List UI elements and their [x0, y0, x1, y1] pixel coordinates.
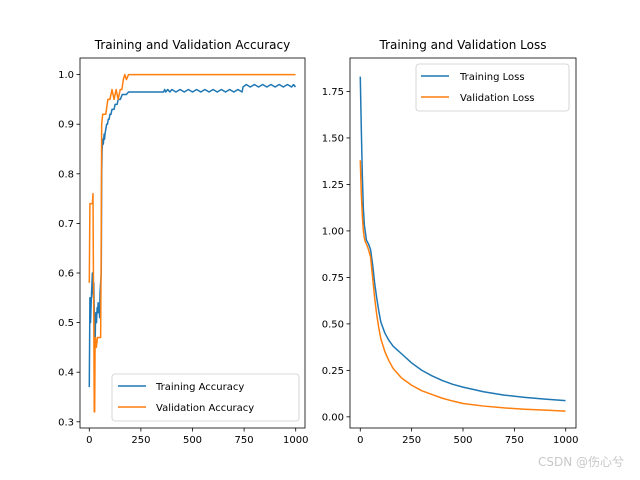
loss-x-tick-label: 500: [453, 435, 472, 446]
watermark-text: CSDN @伤心兮: [537, 455, 624, 469]
loss-legend: Training Loss Validation Loss: [415, 63, 570, 112]
loss-y-ticks: 0.00 0.25 0.50 0.75 1.00 1.25 1.50 1.75: [322, 87, 350, 423]
accuracy-legend: Training Accuracy Validation Accuracy: [111, 373, 300, 422]
accuracy-y-tick-label: 0.9: [58, 120, 74, 131]
accuracy-x-tick-label: 500: [183, 435, 202, 446]
loss-y-tick-label: 0.50: [322, 319, 344, 330]
loss-x-tick-label: 0: [357, 435, 363, 446]
accuracy-y-ticks: 0.3 0.4 0.5 0.6 0.7 0.8 0.9 1.0: [58, 70, 80, 428]
accuracy-y-tick-label: 0.7: [58, 219, 74, 230]
legend-label-training-loss: Training Loss: [459, 72, 525, 83]
loss-y-tick-label: 0.00: [322, 412, 344, 423]
loss-y-tick-label: 1.50: [322, 133, 344, 144]
series-line-validation-accuracy: [88, 73, 296, 413]
loss-panel: 0 250 500 750 1000 0.00 0.25 0.50 0.75 1.00 1.25 1…: [322, 38, 579, 446]
legend-label-validation-loss: Validation Loss: [460, 93, 535, 104]
loss-y-tick-label: 1.75: [322, 87, 344, 98]
accuracy-x-tick-label: 0: [86, 435, 92, 446]
loss-x-tick-label: 1000: [553, 435, 578, 446]
series-line-training-accuracy: [88, 83, 297, 388]
loss-legend-box: [415, 63, 570, 112]
loss-series-group: [359, 76, 566, 412]
loss-y-tick-label: 1.25: [322, 180, 344, 191]
loss-y-tick-label: 1.00: [322, 226, 344, 237]
accuracy-y-tick-label: 0.6: [58, 269, 74, 280]
accuracy-y-tick-label: 0.5: [58, 318, 74, 329]
series-line-validation-loss: [359, 160, 566, 412]
accuracy-x-ticks: 0 250 500 750 1000: [86, 428, 308, 446]
accuracy-x-tick-label: 250: [131, 435, 150, 446]
accuracy-y-tick-label: 1.0: [58, 70, 74, 81]
series-line-training-loss: [359, 76, 566, 402]
accuracy-legend-box: [111, 373, 300, 422]
legend-label-training-accuracy: Training Accuracy: [155, 382, 244, 393]
accuracy-y-tick-label: 0.3: [58, 417, 74, 428]
legend-label-validation-accuracy: Validation Accuracy: [156, 403, 254, 414]
loss-x-tick-label: 750: [505, 435, 524, 446]
accuracy-series-group: [88, 73, 297, 413]
loss-x-ticks: 0 250 500 750 1000: [357, 428, 578, 446]
accuracy-x-tick-label: 750: [235, 435, 254, 446]
accuracy-chart-title: Training and Validation Accuracy: [94, 38, 290, 52]
loss-chart-title: Training and Validation Loss: [379, 38, 547, 52]
accuracy-y-tick-label: 0.4: [58, 368, 74, 379]
accuracy-y-tick-label: 0.8: [58, 169, 74, 180]
accuracy-panel: 0 250 500 750 1000 0.30.40.50.60.70.80.91.0 …: [58, 38, 308, 446]
loss-y-tick-label: 0.75: [322, 273, 344, 284]
loss-y-tick-label: 0.25: [322, 366, 344, 377]
accuracy-x-tick-label: 1000: [283, 435, 308, 446]
loss-x-tick-label: 250: [402, 435, 421, 446]
